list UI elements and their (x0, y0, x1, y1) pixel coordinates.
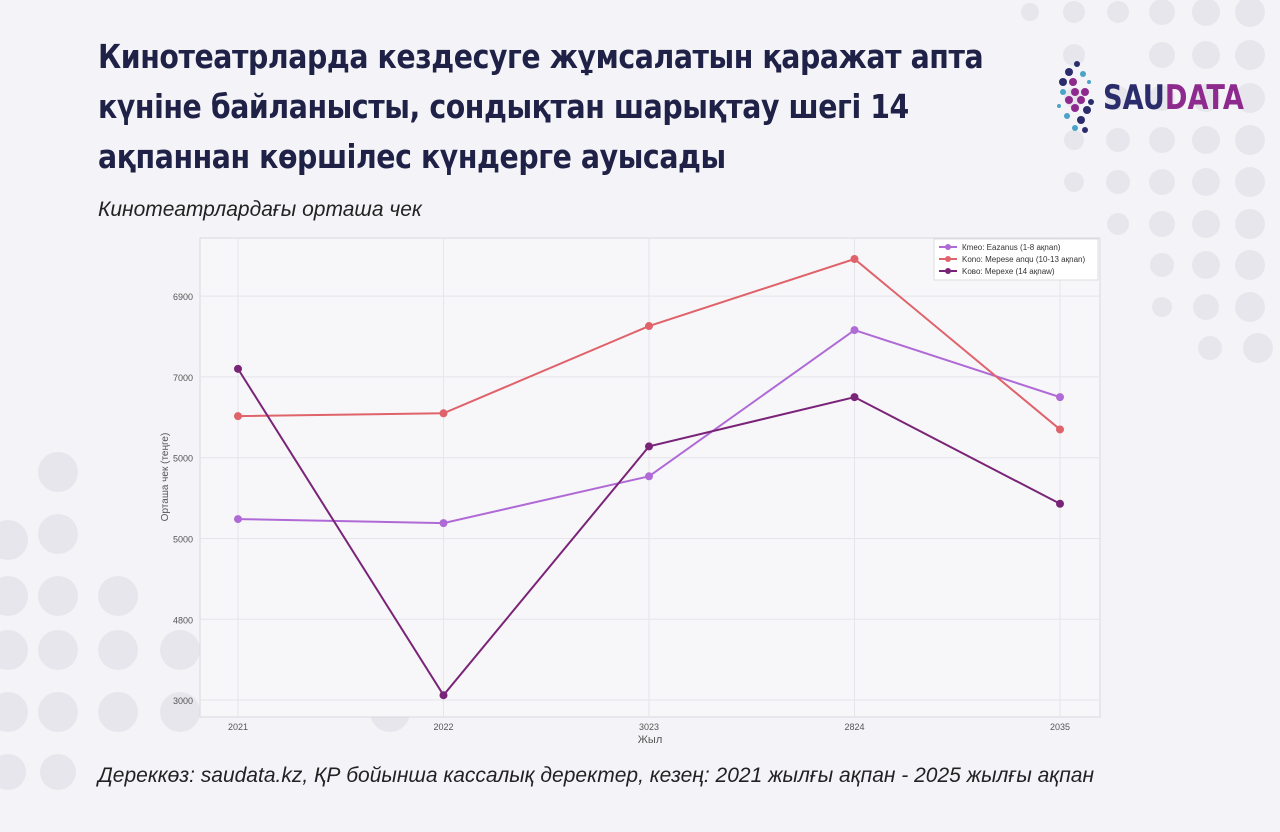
legend-marker (945, 244, 951, 250)
legend-entry: Кmeо: Eazanus (1-8 ақnan) (962, 243, 1061, 252)
legend-box (933, 238, 1099, 281)
data-point (1056, 425, 1064, 434)
data-point (645, 472, 653, 481)
legend-entry: Kово: Mepexe (14 ақnaw) (962, 267, 1055, 276)
page-title: Кинотеатрларда кездесуге жұмсалатын қара… (98, 37, 984, 176)
chart-subtitle: Кинотеатрлардағы орташа чек (98, 198, 422, 221)
data-point (1056, 393, 1064, 402)
data-point (234, 515, 242, 524)
y-tick-label: 5000 (173, 534, 193, 544)
saudata-logo: SAUDATA (1055, 60, 1279, 136)
x-tick-label: 2035 (1050, 722, 1070, 732)
y-tick-label: 3000 (173, 696, 193, 706)
logo-mark-icon (1057, 61, 1094, 133)
legend-entry: Kоnо: Mepese anqu (10-13 ақnan) (962, 255, 1085, 264)
legend-marker (945, 268, 951, 274)
y-axis-label: Орташа чек (теңге) (160, 433, 171, 522)
data-point (234, 364, 242, 373)
series-0 (234, 326, 1064, 528)
x-tick-label: 2824 (844, 722, 864, 732)
x-tick-label: 3023 (639, 722, 659, 732)
y-tick-label: 7000 (173, 373, 193, 383)
x-tick-label: 2022 (433, 722, 453, 732)
y-tick-label: 4800 (173, 615, 193, 625)
x-tick-label: 2021 (228, 722, 248, 732)
data-point (439, 519, 448, 528)
source-note: Дереккөз: saudata.kz, ҚР бойынша кассалы… (98, 764, 1095, 787)
logo-text-data: DATA (1164, 78, 1244, 118)
data-point (234, 412, 242, 421)
x-axis-label: Жыл (638, 734, 662, 746)
legend: Кmeо: Eazanus (1-8 ақnan) Kоnо: Mepese an… (933, 238, 1099, 281)
data-point (850, 255, 859, 264)
data-point (850, 326, 859, 335)
series-1 (234, 255, 1064, 434)
data-point (645, 322, 653, 331)
series-2 (234, 364, 1064, 700)
y-tick-label: 5000 (173, 454, 193, 464)
data-point (850, 393, 859, 402)
logo-text-sau: SAU (1103, 78, 1165, 118)
y-tick-label: 6900 (173, 292, 193, 302)
data-point (439, 691, 448, 700)
data-point (645, 442, 653, 451)
legend-marker (945, 256, 951, 262)
data-point (1056, 499, 1064, 508)
data-point (439, 409, 448, 418)
